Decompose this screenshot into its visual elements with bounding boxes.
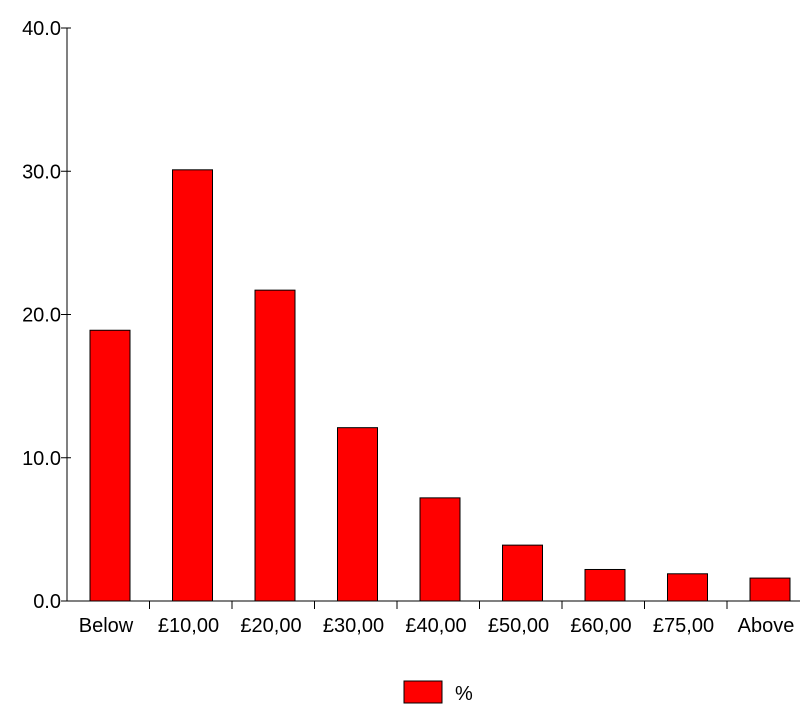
bar — [337, 427, 378, 602]
x-tick-label: £75,00 — [653, 615, 714, 637]
y-tick-label: 30.0 — [22, 161, 61, 183]
x-tick-label: £30,00 — [323, 615, 384, 637]
legend-swatch — [403, 680, 443, 704]
y-tick-label: 40.0 — [22, 18, 61, 40]
x-tick-label: £50,00 — [488, 615, 549, 637]
bar — [89, 329, 131, 602]
bars — [89, 169, 791, 602]
x-tick-label: £60,00 — [570, 615, 631, 637]
bar — [584, 568, 626, 602]
bar — [502, 544, 543, 602]
legend: % — [403, 680, 473, 704]
x-tick-label: Above — [738, 615, 795, 637]
bar — [419, 497, 461, 602]
y-tick-label: 20.0 — [22, 305, 61, 327]
x-tick-label: £40,00 — [405, 615, 466, 637]
bar — [667, 573, 708, 602]
bar — [172, 169, 213, 602]
x-tick-label: £10,00 — [158, 615, 219, 637]
bar — [749, 577, 791, 602]
legend-label: % — [455, 683, 473, 704]
y-tick-label: 10.0 — [22, 448, 61, 470]
x-tick-label: £20,00 — [240, 615, 301, 637]
axes: 0.0 10.0 20.0 30.0 40.0 Below £10,00 £20,00 £30,… — [22, 18, 800, 637]
x-tick-label: Below — [79, 615, 134, 637]
bar — [254, 289, 296, 602]
y-tick-label: 0.0 — [33, 591, 61, 613]
